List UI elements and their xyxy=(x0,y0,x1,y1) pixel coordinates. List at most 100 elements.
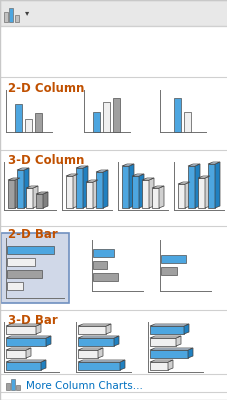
Bar xyxy=(86,182,93,208)
Bar xyxy=(11,379,15,390)
Bar xyxy=(1,233,69,303)
Polygon shape xyxy=(106,324,111,334)
Polygon shape xyxy=(148,178,153,208)
Bar xyxy=(78,362,119,370)
Polygon shape xyxy=(207,162,219,164)
Bar xyxy=(173,98,180,132)
Bar xyxy=(36,194,43,208)
Bar xyxy=(15,104,22,132)
Polygon shape xyxy=(26,348,31,358)
Polygon shape xyxy=(151,186,163,188)
Bar xyxy=(25,119,32,132)
Bar xyxy=(113,98,119,132)
Bar xyxy=(93,273,118,281)
Bar xyxy=(78,338,114,346)
Polygon shape xyxy=(175,336,180,346)
Polygon shape xyxy=(187,164,199,166)
Bar xyxy=(103,102,109,132)
Bar xyxy=(8,180,15,208)
Bar xyxy=(7,282,23,290)
Bar xyxy=(160,267,176,275)
Bar xyxy=(26,188,33,208)
Bar xyxy=(183,112,190,132)
Bar xyxy=(93,249,114,257)
Bar xyxy=(6,383,10,390)
Bar xyxy=(78,350,98,358)
Polygon shape xyxy=(183,324,188,334)
Polygon shape xyxy=(6,336,51,338)
Polygon shape xyxy=(103,170,108,208)
Polygon shape xyxy=(6,360,46,362)
Text: 2-D Column: 2-D Column xyxy=(8,82,84,95)
Bar xyxy=(93,261,106,269)
Polygon shape xyxy=(83,166,88,208)
Polygon shape xyxy=(98,348,103,358)
Polygon shape xyxy=(167,360,172,370)
Bar xyxy=(197,178,204,208)
Polygon shape xyxy=(214,162,219,208)
Polygon shape xyxy=(121,164,133,166)
Polygon shape xyxy=(78,336,118,338)
Bar xyxy=(149,338,175,346)
Text: More Column Charts...: More Column Charts... xyxy=(26,381,142,391)
Polygon shape xyxy=(86,180,98,182)
Polygon shape xyxy=(66,174,78,176)
Polygon shape xyxy=(41,360,46,370)
Bar xyxy=(66,176,73,208)
Polygon shape xyxy=(78,348,103,350)
Polygon shape xyxy=(149,348,192,350)
Text: 2-D Bar: 2-D Bar xyxy=(8,228,57,241)
Bar xyxy=(187,166,194,208)
Polygon shape xyxy=(36,324,41,334)
Bar xyxy=(4,12,8,22)
Polygon shape xyxy=(6,324,41,326)
Bar xyxy=(7,270,42,278)
Bar xyxy=(121,166,128,208)
Bar xyxy=(6,326,36,334)
Polygon shape xyxy=(158,186,163,208)
Polygon shape xyxy=(26,186,38,188)
Polygon shape xyxy=(46,336,51,346)
Bar xyxy=(141,180,148,208)
Polygon shape xyxy=(78,360,124,362)
Polygon shape xyxy=(119,360,124,370)
Polygon shape xyxy=(131,174,143,176)
Bar xyxy=(149,326,183,334)
Bar xyxy=(15,15,19,22)
Bar xyxy=(6,338,46,346)
Polygon shape xyxy=(76,166,88,168)
Polygon shape xyxy=(149,336,180,338)
Polygon shape xyxy=(128,164,133,208)
Bar xyxy=(78,326,106,334)
Polygon shape xyxy=(33,186,38,208)
Bar xyxy=(35,113,42,132)
Bar xyxy=(7,258,35,266)
Polygon shape xyxy=(96,170,108,172)
Bar xyxy=(131,176,138,208)
Polygon shape xyxy=(24,168,29,208)
Polygon shape xyxy=(177,182,189,184)
Bar xyxy=(6,362,41,370)
Bar xyxy=(177,184,184,208)
Polygon shape xyxy=(138,174,143,208)
Bar xyxy=(17,170,24,208)
Bar xyxy=(76,168,83,208)
Bar xyxy=(6,350,26,358)
Polygon shape xyxy=(187,348,192,358)
Polygon shape xyxy=(149,360,172,362)
Bar xyxy=(7,246,54,254)
Polygon shape xyxy=(141,178,153,180)
Text: ▾: ▾ xyxy=(25,8,29,18)
Bar xyxy=(207,164,214,208)
Polygon shape xyxy=(17,168,29,170)
Text: 3-D Bar: 3-D Bar xyxy=(8,314,57,327)
Bar xyxy=(0,0,227,26)
Polygon shape xyxy=(43,192,48,208)
Polygon shape xyxy=(184,182,189,208)
Polygon shape xyxy=(15,178,20,208)
Bar xyxy=(160,255,185,263)
Bar xyxy=(16,385,20,390)
Polygon shape xyxy=(149,324,188,326)
Polygon shape xyxy=(204,176,209,208)
Polygon shape xyxy=(36,192,48,194)
